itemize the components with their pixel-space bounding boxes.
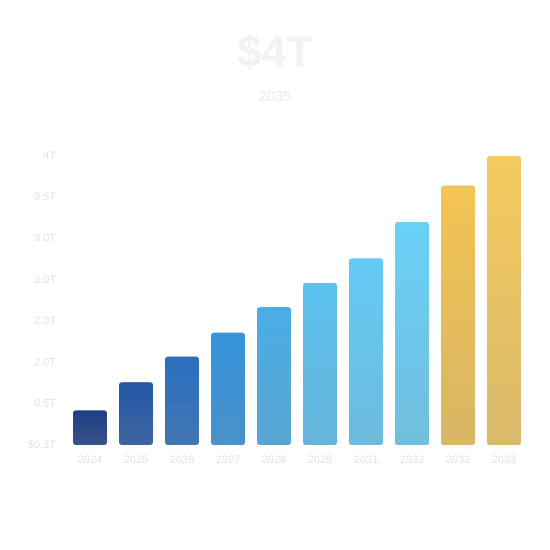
bar xyxy=(395,222,429,445)
x-tick-label: 2031 xyxy=(354,454,378,466)
y-tick-label: 3.0T xyxy=(34,274,56,286)
x-tick-label: 2028 xyxy=(262,454,286,466)
bar xyxy=(165,356,199,445)
y-tick-label: 2.0T xyxy=(34,356,56,368)
bar xyxy=(119,382,153,445)
x-tick-label: 2027 xyxy=(216,454,240,466)
bar xyxy=(257,307,291,445)
bar xyxy=(487,156,521,445)
y-tick-label: 0.5T xyxy=(34,398,56,410)
x-tick-label: 2032 xyxy=(400,454,424,466)
x-tick-label: 2033 xyxy=(492,454,516,466)
x-tick-label: 2025 xyxy=(124,454,148,466)
y-tick-label: 3.5T xyxy=(34,191,56,203)
bar xyxy=(441,185,475,445)
y-tick-label: 3.0T xyxy=(34,232,56,244)
chart-title: $4T xyxy=(237,28,313,77)
y-tick-label: 2.0T xyxy=(34,315,56,327)
bar xyxy=(211,332,245,445)
bar xyxy=(349,258,383,445)
bar xyxy=(73,410,107,445)
x-tick-label: 2026 xyxy=(170,454,194,466)
x-tick-label: 2024 xyxy=(78,454,102,466)
bar xyxy=(303,283,337,445)
y-tick-label: $0.3T xyxy=(28,439,56,451)
chart-subtitle: 2035 xyxy=(258,88,291,105)
x-tick-label: 2032 xyxy=(446,454,470,466)
x-tick-label: 2029 xyxy=(308,454,332,466)
y-tick-label: 4T xyxy=(43,150,56,162)
